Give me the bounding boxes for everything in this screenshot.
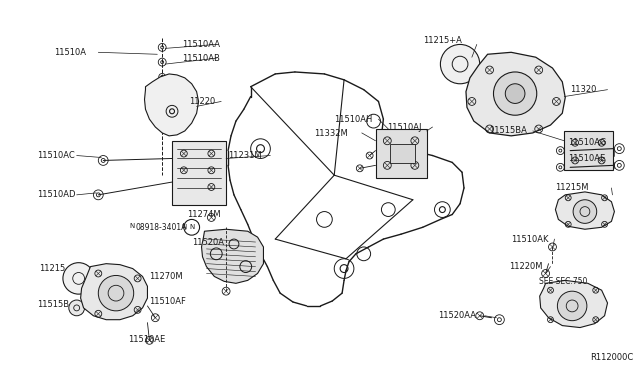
Text: R112000C: R112000C <box>590 353 633 362</box>
Text: 11510AH: 11510AH <box>334 115 372 124</box>
Text: 11231M: 11231M <box>228 151 262 160</box>
Text: 11510AE: 11510AE <box>568 154 605 163</box>
Text: 11274M: 11274M <box>187 210 220 219</box>
Bar <box>564 131 613 170</box>
Bar <box>376 129 427 178</box>
Text: SEE SEC.750: SEE SEC.750 <box>539 277 587 286</box>
Text: 11220: 11220 <box>189 97 215 106</box>
Text: 11220M: 11220M <box>509 262 543 271</box>
Circle shape <box>493 72 537 115</box>
Text: 11510A: 11510A <box>54 48 86 57</box>
Text: 11520AA: 11520AA <box>438 311 476 320</box>
Text: 11510AA: 11510AA <box>182 40 220 49</box>
Text: 08918-3401A: 08918-3401A <box>136 223 187 232</box>
Polygon shape <box>145 74 198 136</box>
Text: 11515BA: 11515BA <box>490 126 527 135</box>
Text: N: N <box>129 223 134 229</box>
Circle shape <box>557 291 587 321</box>
Bar <box>172 141 226 205</box>
Circle shape <box>69 300 84 316</box>
Polygon shape <box>466 52 565 136</box>
Text: 11510AF: 11510AF <box>149 296 186 305</box>
Text: N: N <box>181 224 186 230</box>
Text: 11215+A: 11215+A <box>422 36 461 45</box>
Polygon shape <box>202 229 264 283</box>
Text: 11215: 11215 <box>39 264 65 273</box>
Text: 11320: 11320 <box>570 85 596 94</box>
Circle shape <box>506 84 525 103</box>
Text: 11510AE: 11510AE <box>128 335 165 344</box>
Text: 11215M: 11215M <box>556 183 589 192</box>
Circle shape <box>440 44 480 84</box>
Text: 11510AG: 11510AG <box>568 138 607 147</box>
Circle shape <box>99 275 134 311</box>
Circle shape <box>63 263 94 294</box>
Text: 11510AD: 11510AD <box>37 190 76 199</box>
Text: 11510AK: 11510AK <box>511 235 548 244</box>
Text: 11510AB: 11510AB <box>182 54 220 63</box>
Text: 11515B: 11515B <box>37 301 70 310</box>
Text: 11270M: 11270M <box>149 272 183 281</box>
Text: 11332M: 11332M <box>315 129 348 138</box>
Polygon shape <box>81 264 147 320</box>
Bar <box>390 144 415 163</box>
Text: 11510AJ: 11510AJ <box>387 122 422 132</box>
Polygon shape <box>556 192 614 229</box>
Text: N: N <box>189 224 195 230</box>
Text: 11520A: 11520A <box>192 238 224 247</box>
Circle shape <box>573 200 596 223</box>
Polygon shape <box>540 280 607 328</box>
Text: 11510AC: 11510AC <box>37 151 75 160</box>
